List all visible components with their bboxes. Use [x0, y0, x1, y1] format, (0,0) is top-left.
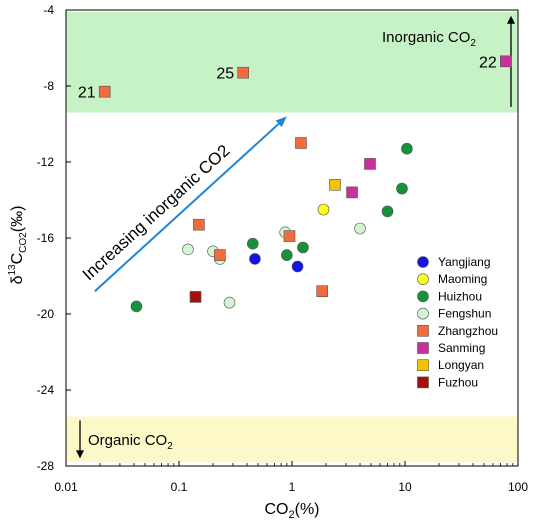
legend-marker-fuzhou — [417, 376, 429, 389]
point-sanming — [346, 186, 358, 199]
x-axis-title: CO2(%) — [264, 501, 319, 521]
point-zhangzhou — [98, 85, 111, 98]
legend-label-fengshun: Fengshun — [438, 307, 491, 321]
point-label-21: 21 — [78, 85, 96, 102]
point-label-25: 25 — [216, 66, 234, 83]
up-arrowhead-icon — [507, 15, 515, 24]
point-fengshun — [223, 296, 236, 309]
point-huizhou — [130, 300, 143, 313]
point-huizhou — [297, 241, 309, 254]
point-zhangzhou — [295, 137, 307, 149]
legend-marker-maoming — [417, 273, 429, 286]
legend-marker-yangjiang — [417, 256, 429, 268]
y-axis-title: δ13CCO2(‰) — [7, 206, 29, 285]
x-tick-label: 0.1 — [171, 480, 188, 494]
x-tick-label: 0.01 — [54, 480, 78, 494]
point-fengshun — [354, 222, 366, 235]
legend-label-yangjiang: Yangjiang — [438, 255, 491, 269]
legend-marker-fengshun — [417, 307, 429, 320]
point-fuzhou — [189, 291, 202, 303]
point-longyan — [329, 179, 341, 191]
down-arrowhead-icon — [76, 450, 84, 459]
legend: Yangjiang Maoming Huizhou Fengshun Zhangzhou… — [417, 255, 498, 389]
y-tick-label: -16 — [37, 231, 55, 245]
point-huizhou — [281, 249, 293, 261]
y-tick-label: -12 — [37, 155, 55, 169]
y-tick-label: -24 — [37, 383, 55, 397]
points-layer — [98, 55, 512, 313]
point-label-22: 22 — [479, 54, 497, 71]
x-tick-label: 1 — [289, 480, 296, 494]
y-tick-label: -4 — [43, 3, 54, 17]
point-huizhou — [396, 182, 408, 195]
trend-layer: Increasing inorganic CO2 — [79, 116, 287, 292]
legend-label-huizhou: Huizhou — [438, 289, 482, 303]
trend-arrow-line — [94, 119, 284, 292]
point-huizhou — [401, 142, 413, 155]
point-huizhou — [247, 237, 259, 250]
point-sanming — [500, 55, 512, 68]
x-tick-label: 100 — [508, 480, 528, 494]
point-huizhou — [381, 205, 394, 218]
point-zhangzhou — [214, 249, 226, 261]
x-tick-label: 10 — [398, 480, 412, 494]
ticks-layer: 0.01 0.1 1 10 100 -4 -8 -12 -16 -20 -24 -28 — [37, 3, 529, 494]
organic-band — [66, 416, 518, 463]
band-text-layer: Inorganic CO2 Organic CO2 — [76, 15, 515, 459]
y-tick-label: -8 — [43, 79, 54, 93]
legend-marker-zhangzhou — [417, 324, 429, 337]
trend-label: Increasing inorganic CO2 — [79, 141, 234, 284]
point-fengshun — [182, 243, 194, 256]
point-sanming — [364, 158, 376, 170]
legend-label-zhangzhou: Zhangzhou — [438, 324, 498, 338]
y-tick-label: -28 — [37, 459, 55, 473]
inorganic-band-label: Inorganic CO2 — [382, 29, 476, 49]
legend-label-longyan: Longyan — [438, 358, 484, 372]
legend-marker-sanming — [417, 342, 429, 354]
legend-label-sanming: Sanming — [438, 341, 485, 355]
legend-label-maoming: Maoming — [438, 272, 487, 286]
point-zhangzhou — [237, 66, 250, 79]
y-tick-label: -20 — [37, 307, 55, 321]
labels-layer: 21 25 22 — [78, 54, 497, 101]
trend-arrowhead-icon — [275, 116, 287, 128]
point-maoming — [317, 203, 330, 216]
point-zhangzhou — [283, 230, 296, 242]
organic-band-label: Organic CO2 — [88, 432, 173, 452]
point-zhangzhou — [193, 218, 205, 231]
legend-label-fuzhou: Fuzhou — [438, 375, 478, 389]
legend-marker-huizhou — [417, 290, 429, 303]
point-yangjiang — [249, 253, 261, 265]
inorganic-band — [66, 11, 518, 113]
point-yangjiang — [291, 260, 304, 273]
legend-marker-longyan — [417, 359, 429, 372]
point-zhangzhou — [316, 285, 328, 298]
bands-layer — [66, 11, 518, 463]
